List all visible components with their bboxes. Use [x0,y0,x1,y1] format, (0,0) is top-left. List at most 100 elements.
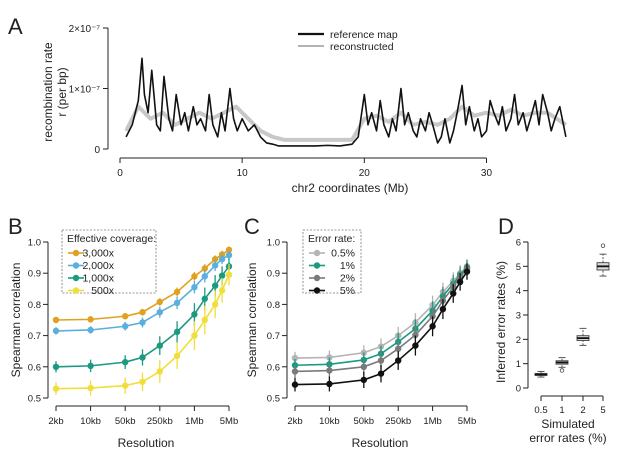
b-legend-title: Effective coverage: [67,233,156,245]
a-x-tick-label: 10 [237,168,249,179]
legend-swatch-dot [313,262,321,269]
b-xlabel: Resolution [118,436,175,450]
data-point [450,290,457,297]
a-y-tick-label: 2×10⁻⁷ [69,24,101,35]
data-point [377,370,385,377]
panel-letter-b: B [8,214,23,239]
c-legend-title: Error rate: [308,233,355,245]
d-y-tick-label: 2 [516,335,521,346]
a-legend: reference map reconstructed [298,29,398,53]
a-series-reconstructed [124,104,567,142]
data-point [173,328,181,336]
a-x-axis: 0 10 20 30 [117,157,493,179]
x-tick-label: 10kb [319,416,340,427]
y-tick-label: 0.8 [28,300,41,311]
data-point [173,288,181,296]
legend-label: 1% [340,260,355,272]
data-point [225,271,233,278]
data-point [201,265,208,272]
data-point [139,354,146,361]
panel-c: C Spearman correlation Resolution 0.5 0.6… [244,214,476,450]
d-outlier [600,243,606,248]
d-x-tick-label: 0.5 [534,405,547,416]
data-point [139,378,146,385]
data-point [211,301,219,308]
legend-swatch-dot [72,274,80,282]
data-point [218,287,226,294]
c-legend-box [302,229,362,294]
d-y-tick-label: 0 [516,384,521,395]
data-point [412,331,419,339]
x-tick-label: 2kb [48,416,63,427]
data-point [225,251,233,259]
panel-letter-c: C [244,214,260,239]
a-y-tick-label: 1×10⁻⁷ [69,85,101,96]
legend-label: 3,000x [82,248,114,260]
x-tick-label: 50kb [115,416,136,427]
data-point [360,363,367,370]
d-x-tick-label: 2 [580,405,585,416]
y-tick-label: 0.8 [267,300,280,311]
y-tick-label: 0.7 [28,331,41,342]
data-point [139,309,146,316]
data-point [122,358,129,366]
data-point [87,326,94,334]
y-tick-label: 1.0 [28,238,41,249]
b-legend: Effective coverage: 3,000x2,000x1,000x50… [61,229,157,297]
x-tick-label: 50kb [353,416,374,427]
c-ylabel: Spearman correlation [245,263,259,378]
data-point [291,354,299,362]
data-point [156,342,163,349]
a-series [124,57,567,147]
d-y-tick-label: 5 [516,262,521,273]
legend-swatch-dot [72,287,80,294]
x-tick-label: 2kb [287,416,302,427]
legend-label: 500x [91,285,115,297]
panel-letter-a: A [8,14,23,39]
data-point [201,295,208,302]
a-x-tick-label: 20 [359,168,371,179]
data-point [191,273,198,280]
data-point [456,278,464,286]
data-point [87,384,94,392]
x-tick-label: 5Mb [220,416,238,427]
data-point [173,352,181,360]
panel-d: D Inferred error rates (%) Simulated err… [494,214,610,445]
d-outlier [559,368,565,373]
a-ylabel-line2: r (per bp) [55,67,69,116]
a-ylabel: recombination rate r (per bp) [41,42,69,142]
c-legend: Error rate: 0.5%1%2%5% [302,229,362,297]
data-point [463,268,471,275]
d-xlabel-line1: Simulated [541,417,594,431]
d-y-tick-label: 3 [516,311,521,322]
data-point [360,376,367,384]
d-x-tick-label: 5 [600,405,605,416]
y-tick-label: 1.0 [267,238,280,249]
y-tick-label: 0.9 [267,269,280,280]
data-point [439,305,447,313]
c-legend-items: 0.5%1%2%5% [309,248,355,297]
a-y-axis: 0 1×10⁻⁷ 2×10⁻⁷ [69,24,109,156]
legend-label-reference: reference map [330,29,398,41]
x-tick-label: 10kb [80,416,101,427]
d-y-tick-label: 1 [516,359,521,370]
d-plot: 0 1 2 3 4 5 6 0.5 1 2 5 [516,238,610,416]
data-point [395,357,402,364]
d-y-tick-label: 6 [516,238,521,249]
data-point [211,282,219,289]
data-point [191,332,198,339]
a-x-tick-label: 0 [117,168,123,179]
data-point [122,313,129,320]
data-point [395,345,402,352]
legend-label: 5% [340,285,355,297]
y-tick-label: 0.6 [28,362,41,373]
a-ylabel-line1: recombination rate [41,42,55,142]
a-series-reference [125,57,567,147]
data-point [326,367,333,374]
data-point [87,362,94,370]
a-x-tick-label: 30 [481,168,493,179]
data-point [326,380,333,388]
b-ylabel: Spearman correlation [9,263,23,378]
